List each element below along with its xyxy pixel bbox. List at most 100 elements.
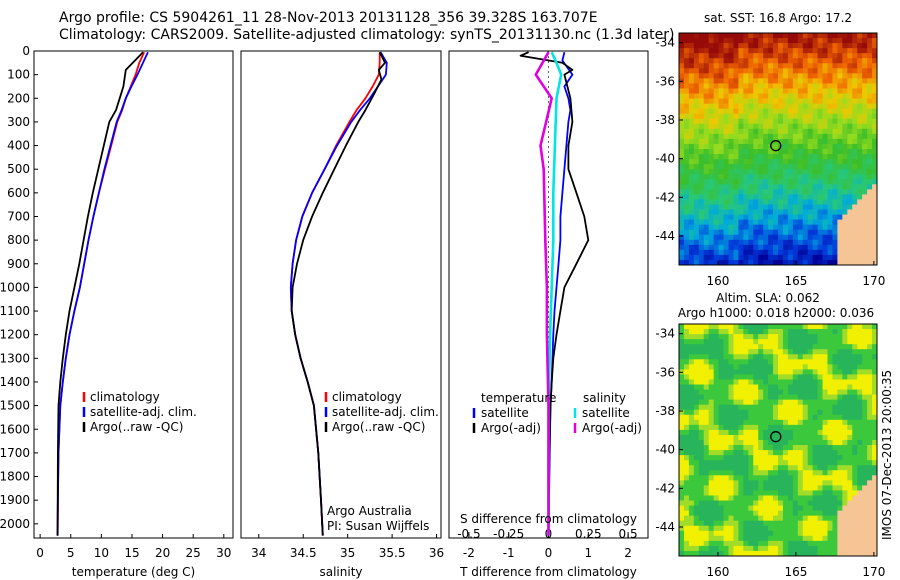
salinity-legend-label: satellite-adj. clim. <box>332 405 439 419</box>
depth-tick-label: 600 <box>7 186 30 200</box>
map-cell <box>688 455 695 461</box>
map-cell <box>748 58 754 64</box>
map-cell <box>862 224 868 231</box>
map-cell <box>832 33 838 39</box>
map-cell <box>817 159 823 165</box>
map-cell <box>802 48 809 54</box>
map-cell <box>718 43 724 49</box>
map-cell <box>743 234 749 241</box>
map-cell <box>792 475 799 481</box>
map-cell <box>763 500 769 506</box>
map-cell <box>822 369 828 375</box>
map-cell <box>842 460 848 466</box>
map-cell <box>708 480 715 486</box>
map-cell <box>857 214 863 221</box>
map-cell <box>852 485 858 491</box>
map-cell <box>842 108 848 115</box>
sst-lon-tick-label: 170 <box>862 274 885 288</box>
map-cell <box>683 525 690 532</box>
map-cell <box>797 68 804 74</box>
map-cell <box>778 505 784 512</box>
map-cell <box>867 254 873 261</box>
map-cell <box>872 364 878 370</box>
map-cell <box>733 209 739 215</box>
map-cell <box>698 334 705 340</box>
map-cell <box>862 58 868 64</box>
map-cell <box>733 389 739 396</box>
map-cell <box>837 189 843 195</box>
map-cell <box>817 445 823 451</box>
map-cell <box>802 520 809 527</box>
map-cell <box>847 414 853 421</box>
map-cell <box>792 199 799 205</box>
map-cell <box>802 209 809 215</box>
map-cell <box>857 33 863 39</box>
map-cell <box>827 465 833 471</box>
map-cell <box>758 344 764 350</box>
map-cell <box>698 339 705 345</box>
map-cell <box>778 184 784 190</box>
map-cell <box>679 118 685 125</box>
map-cell <box>753 214 759 221</box>
map-cell <box>733 429 739 436</box>
map-cell <box>817 394 823 401</box>
map-cell <box>837 540 843 547</box>
map-cell <box>857 123 863 130</box>
map-cell <box>743 224 749 231</box>
map-cell <box>817 88 823 94</box>
map-cell <box>768 445 774 451</box>
map-cell <box>693 43 700 49</box>
map-cell <box>723 535 729 542</box>
map-cell <box>812 424 818 431</box>
map-cell <box>688 530 695 537</box>
map-cell <box>807 364 814 370</box>
map-cell <box>708 43 715 49</box>
map-cell <box>862 209 868 215</box>
map-cell <box>688 349 695 355</box>
map-cell <box>708 159 715 165</box>
map-cell <box>718 63 724 69</box>
map-cell <box>867 535 873 542</box>
map-cell <box>807 500 814 506</box>
map-cell <box>688 249 695 256</box>
map-cell <box>683 169 690 175</box>
map-cell <box>812 38 818 44</box>
credit-line-1: Argo Australia <box>327 504 412 518</box>
map-cell <box>718 204 724 210</box>
map-cell <box>787 184 794 190</box>
map-cell <box>822 545 828 552</box>
map-cell <box>683 550 690 557</box>
map-cell <box>847 33 853 39</box>
map-cell <box>679 33 685 39</box>
map-cell <box>822 244 828 251</box>
map-cell <box>733 505 739 512</box>
map-cell <box>679 38 685 44</box>
map-cell <box>827 194 833 200</box>
map-cell <box>703 234 710 241</box>
map-cell <box>758 404 764 411</box>
map-cell <box>698 73 705 79</box>
map-cell <box>857 108 863 115</box>
map-cell <box>807 384 814 390</box>
map-cell <box>703 520 710 527</box>
map-cell <box>787 440 794 446</box>
map-cell <box>753 460 759 466</box>
map-cell <box>713 399 719 406</box>
map-cell <box>713 204 719 210</box>
map-cell <box>693 329 700 335</box>
map-cell <box>773 159 779 165</box>
map-cell <box>807 33 814 39</box>
map-cell <box>773 460 779 466</box>
map-cell <box>768 38 774 44</box>
map-cell <box>837 83 843 89</box>
map-cell <box>857 63 863 69</box>
map-cell <box>792 149 799 155</box>
map-cell <box>679 460 685 466</box>
map-cell <box>827 209 833 215</box>
map-cell <box>723 329 729 335</box>
map-cell <box>787 73 794 79</box>
map-cell <box>708 500 715 506</box>
map-cell <box>847 199 853 205</box>
map-cell <box>733 374 739 380</box>
map-cell <box>837 500 843 506</box>
